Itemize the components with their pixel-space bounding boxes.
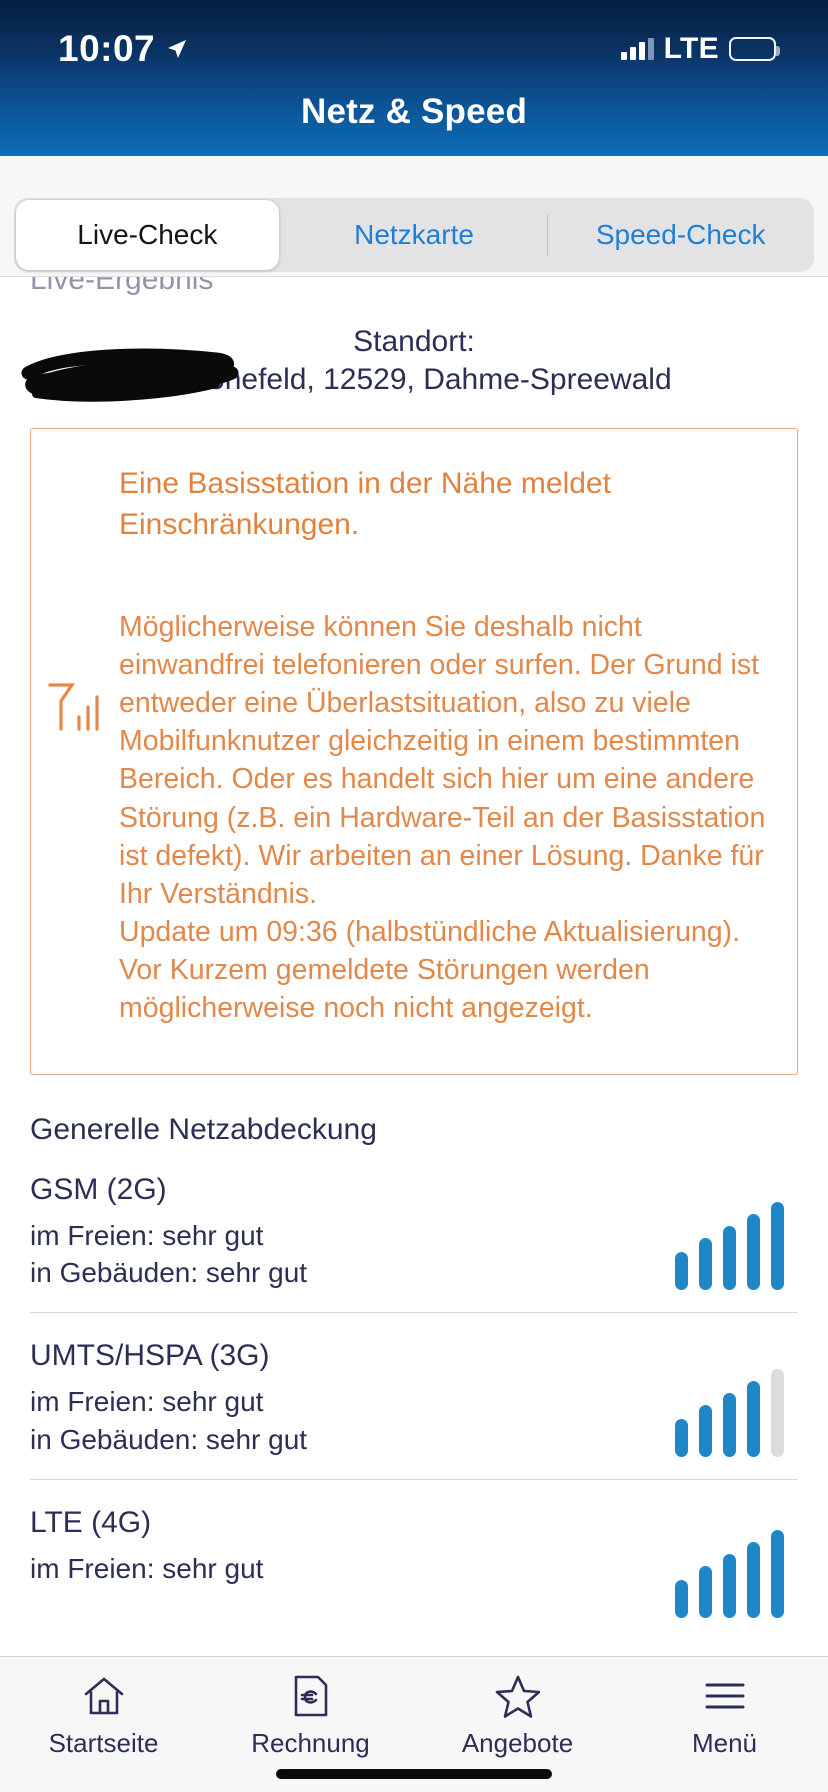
tab-menu[interactable]: Menü [621,1673,828,1759]
segmented-control[interactable]: Live-Check Netzkarte Speed-Check [14,198,814,272]
coverage-indoor: in Gebäuden: sehr gut [30,1257,308,1289]
coverage-row-umts: UMTS/HSPA (3G) im Freien: sehr gut in Ge… [30,1313,798,1480]
tab-label: Angebote [461,1728,574,1758]
bottom-tab-bar: Startseite Rechnung Angebote [0,1656,828,1792]
cellular-signal-icon [620,38,654,60]
tab-netzkarte[interactable]: Netzkarte [354,219,474,250]
coverage-row-gsm: GSM (2G) im Freien: sehr gut in Gebäuden… [30,1147,798,1314]
euro-document-icon [292,1673,330,1719]
segment-selection-pill [16,200,279,270]
tab-label: Rechnung [251,1728,370,1758]
tab-live-check[interactable]: Live-Check [77,219,218,250]
live-result-heading: Live-Ergebnis [30,276,214,296]
star-icon [495,1673,541,1719]
tab-label: Menü [691,1728,758,1758]
coverage-outdoor: im Freien: sehr gut [30,1219,264,1251]
segment-divider [547,214,549,256]
signal-bars-lte [675,1529,784,1618]
coverage-outdoor: im Freien: sehr gut [30,1386,264,1418]
network-type-label: LTE [663,32,719,65]
segmented-control-area: Live-Check Netzkarte Speed-Check [0,156,828,276]
status-bar-right: LTE [620,32,780,66]
tab-label: Startseite [48,1728,159,1758]
coverage-name: GSM (2G) [30,1172,167,1206]
location-arrow-icon [168,40,187,58]
page-title: Netz & Speed [300,92,528,131]
location-block: Standort: Schönefeld, 12529, Dahme-Spree… [0,323,828,400]
coverage-outdoor: im Freien: sehr gut [30,1552,264,1584]
home-icon [82,1673,126,1719]
network-disruption-alert: Eine Basisstation in der Nähe meldet Ein… [30,427,798,1075]
location-value: Schönefeld, 12529, Dahme-Spreewald [156,363,672,397]
status-time: 10:07 [58,28,156,69]
coverage-row-lte: LTE (4G) im Freien: sehr gut [30,1480,798,1618]
alert-body: Möglicherweise können Sie deshalb nicht … [119,610,766,1025]
status-bar: 10:07 LTE [0,0,828,70]
tab-speed-check[interactable]: Speed-Check [595,219,766,250]
coverage-name: LTE (4G) [30,1505,152,1539]
home-indicator [276,1769,552,1779]
antenna-signal-icon [48,683,99,731]
battery-icon [729,37,780,61]
coverage-section-title: Generelle Netzabdeckung [30,1112,377,1146]
alert-title: Eine Basisstation in der Nähe meldet Ein… [119,466,611,542]
coverage-indoor: in Gebäuden: sehr gut [30,1424,308,1456]
tab-angebote[interactable]: Angebote [414,1673,621,1759]
scroll-content[interactable]: Live-Ergebnis Standort: Schönefeld, 1252… [0,276,828,1656]
coverage-name: UMTS/HSPA (3G) [30,1339,270,1373]
signal-bars-gsm [675,1202,784,1291]
hamburger-menu-icon [703,1673,747,1719]
status-bar-left: 10:07 [58,28,189,70]
app-header: 10:07 LTE Netz & Speed [0,0,828,156]
location-label: Standort: [353,325,475,358]
signal-bars-umts [675,1368,784,1457]
tab-startseite[interactable]: Startseite [0,1673,207,1759]
tab-rechnung[interactable]: Rechnung [207,1673,414,1759]
